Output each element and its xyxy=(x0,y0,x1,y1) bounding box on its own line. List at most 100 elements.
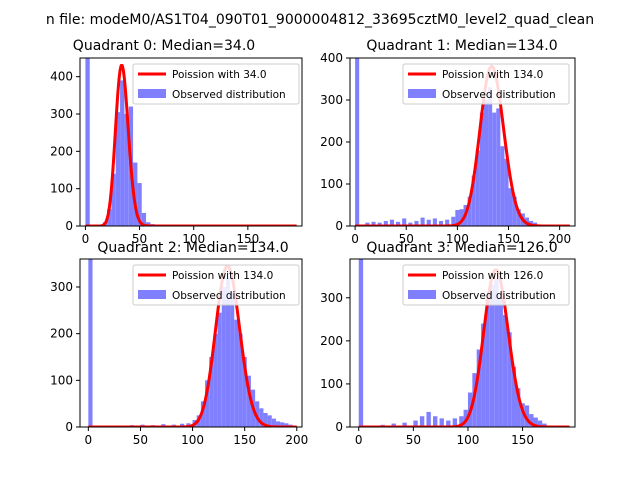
quadrant-1-histogram-bar-7 xyxy=(402,218,407,226)
quadrant-1-histogram-bar-31 xyxy=(516,209,521,226)
quadrant-3-histogram-bar-11 xyxy=(459,416,464,427)
quadrant-3-histogram-bar-27 xyxy=(529,414,534,427)
quadrant-0-histogram-bar-12 xyxy=(137,183,142,226)
quadrant-3-histogram-bar-4 xyxy=(413,420,418,427)
quadrant-3-histogram-bar-19 xyxy=(494,278,499,427)
quadrant-3-histogram-bar-26 xyxy=(524,405,530,427)
quadrant-1-xtick-label-50: 50 xyxy=(399,232,414,246)
quadrant-1-xtick-label-100: 100 xyxy=(446,232,469,246)
quadrant-3-histogram-bar-7 xyxy=(433,416,438,427)
quadrant-2-histogram-bar-14 xyxy=(213,333,218,427)
quadrant-1-histogram-bar-14 xyxy=(445,219,450,226)
quadrant-1-histogram-bar-19 xyxy=(467,196,472,226)
quadrant-3-histogram-bar-16 xyxy=(481,323,486,427)
quadrant-0-histogram-bar-0 xyxy=(85,58,90,226)
quadrant-3-xtick-label-150: 150 xyxy=(511,433,534,447)
quadrant-1-histogram-bar-29 xyxy=(508,188,513,226)
quadrant-2-xtick-label-100: 100 xyxy=(181,433,204,447)
quadrant-3-histogram-bar-0 xyxy=(358,259,364,427)
quadrant-1-histogram-bar-22 xyxy=(479,112,484,226)
quadrant-1-ytick-label-0: 0 xyxy=(335,219,343,233)
quadrant-3-panel: 0 50 100 150 0 100 200 300 Poission with 126.0 O… xyxy=(320,240,576,447)
quadrant-1-histogram-bar-16 xyxy=(455,210,460,226)
quadrant-1-xtick-label-0: 0 xyxy=(351,232,359,246)
quadrant-2-histogram-bar-28 xyxy=(271,418,276,427)
quadrant-3-ytick-label-100: 100 xyxy=(320,377,343,391)
quadrant-3-histogram-bar-23 xyxy=(511,366,517,427)
quadrant-3-legend-bars-label: Observed distribution xyxy=(442,290,556,302)
quadrant-3-legend-line-label: Poission with 126.0 xyxy=(442,270,543,282)
quadrant-1-histogram-bar-3 xyxy=(377,222,382,226)
quadrant-2-histogram-bar-30 xyxy=(280,422,285,427)
quadrant-1-histogram-bar-4 xyxy=(383,220,388,226)
quadrant-1-histogram-bar-1 xyxy=(365,222,370,226)
quadrant-0-histogram-bar-5 xyxy=(107,209,112,226)
quadrant-3-histogram-bar-9 xyxy=(446,420,451,427)
quadrant-3-legend-frame xyxy=(402,264,570,306)
quadrant-3-histogram-bar-15 xyxy=(476,349,482,427)
quadrant-0-ytick-label-400: 400 xyxy=(50,70,73,84)
quadrant-3-ytick-label-300: 300 xyxy=(320,291,343,305)
quadrant-3-histogram-bar-30 xyxy=(542,423,547,427)
quadrant-2-ytick-label-300: 300 xyxy=(50,280,73,294)
quadrant-1-histogram-bar-2 xyxy=(371,221,376,226)
quadrant-3-legend: Poission with 126.0 Observed distribution xyxy=(402,264,570,306)
quadrant-0-title: Quadrant 0: Median=34.0 xyxy=(73,38,255,54)
quadrant-1-histogram-bar-21 xyxy=(475,150,480,226)
quadrant-2-histogram-bar-29 xyxy=(275,421,281,427)
quadrant-3-xtick-label-50: 50 xyxy=(406,433,421,447)
quadrant-2-legend: Poission with 134.0 Observed distribution xyxy=(132,264,300,306)
quadrant-1-histogram-bar-28 xyxy=(504,158,509,226)
quadrant-1-histogram-bar-26 xyxy=(496,108,501,226)
quadrant-3-histogram-bar-25 xyxy=(520,403,525,427)
quadrant-0-histogram-bar-14 xyxy=(146,222,151,226)
quadrant-2-histogram-bar-24 xyxy=(255,401,260,427)
quadrant-1-histogram-bar-23 xyxy=(483,100,489,226)
quadrant-3-ytick-label-200: 200 xyxy=(320,334,343,348)
quadrant-1-histogram-bar-13 xyxy=(438,220,444,226)
quadrant-1-histogram-bar-10 xyxy=(420,217,425,226)
quadrant-2-histogram-bar-0 xyxy=(88,259,93,427)
quadrant-3-axes-frame xyxy=(349,258,576,428)
quadrant-1-histogram-bar-27 xyxy=(500,146,505,226)
quadrant-3-ytick-label-0: 0 xyxy=(335,420,343,434)
quadrant-2-histogram-bar-25 xyxy=(259,408,264,427)
quadrant-2-legend-frame xyxy=(132,264,300,306)
quadrant-2-plot-area xyxy=(87,259,298,427)
quadrant-2-histogram-bar-26 xyxy=(263,413,268,427)
quadrant-1-histogram-bar-20 xyxy=(471,175,476,226)
quadrant-2-histogram-bar-17 xyxy=(225,277,231,427)
quadrant-0-xtick-label-0: 0 xyxy=(82,232,90,246)
quadrant-0-ytick-label-200: 200 xyxy=(50,144,73,158)
quadrant-1-ytick-label-100: 100 xyxy=(320,177,343,191)
quadrant-2-histogram-bar-15 xyxy=(217,312,222,427)
quadrant-0-ytick-label-100: 100 xyxy=(50,182,73,196)
quadrant-3-histogram-bar-28 xyxy=(533,417,538,427)
quadrant-3-title: Quadrant 3: Median=126.0 xyxy=(366,240,557,256)
quadrant-1-histogram-bar-9 xyxy=(414,220,419,226)
quadrant-2-ytick-label-100: 100 xyxy=(50,373,73,387)
quadrant-1-legend-bars-label: Observed distribution xyxy=(442,89,556,101)
quadrant-0-ytick-label-300: 300 xyxy=(50,107,73,121)
quadrant-2-xtick-label-0: 0 xyxy=(85,433,93,447)
quadrant-1-legend-frame xyxy=(402,63,570,105)
quadrant-0-legend-bars-label: Observed distribution xyxy=(172,89,286,101)
quadrant-0-ytick-label-0: 0 xyxy=(65,219,73,233)
quadrant-3-histogram-bar-20 xyxy=(498,297,503,427)
quadrant-0-plot-area xyxy=(85,58,297,226)
quadrant-2-histogram-bar-22 xyxy=(246,375,251,427)
quadrant-1-histogram-bar-24 xyxy=(488,87,493,226)
quadrant-0-legend: Poission with 34.0 Observed distribution xyxy=(132,63,300,105)
quadrant-3-xtick-label-0: 0 xyxy=(355,433,363,447)
quadrant-3-legend-bars-swatch xyxy=(408,290,436,299)
quadrant-2-histogram-bar-11 xyxy=(200,401,206,427)
quadrant-3-histogram-bar-10 xyxy=(452,418,458,427)
quadrant-2-panel: 0 50 100 150 200 0 100 200 300 Poission with 134… xyxy=(50,240,308,447)
quadrant-3-histogram-bar-8 xyxy=(439,418,444,427)
quadrant-2-histogram-bar-21 xyxy=(242,357,247,427)
quadrant-0-histogram-bar-6 xyxy=(111,173,116,226)
quadrant-0-legend-bars-swatch xyxy=(138,89,166,98)
quadrant-1-ytick-label-200: 200 xyxy=(320,135,343,149)
quadrant-2-legend-bars-swatch xyxy=(138,290,166,299)
